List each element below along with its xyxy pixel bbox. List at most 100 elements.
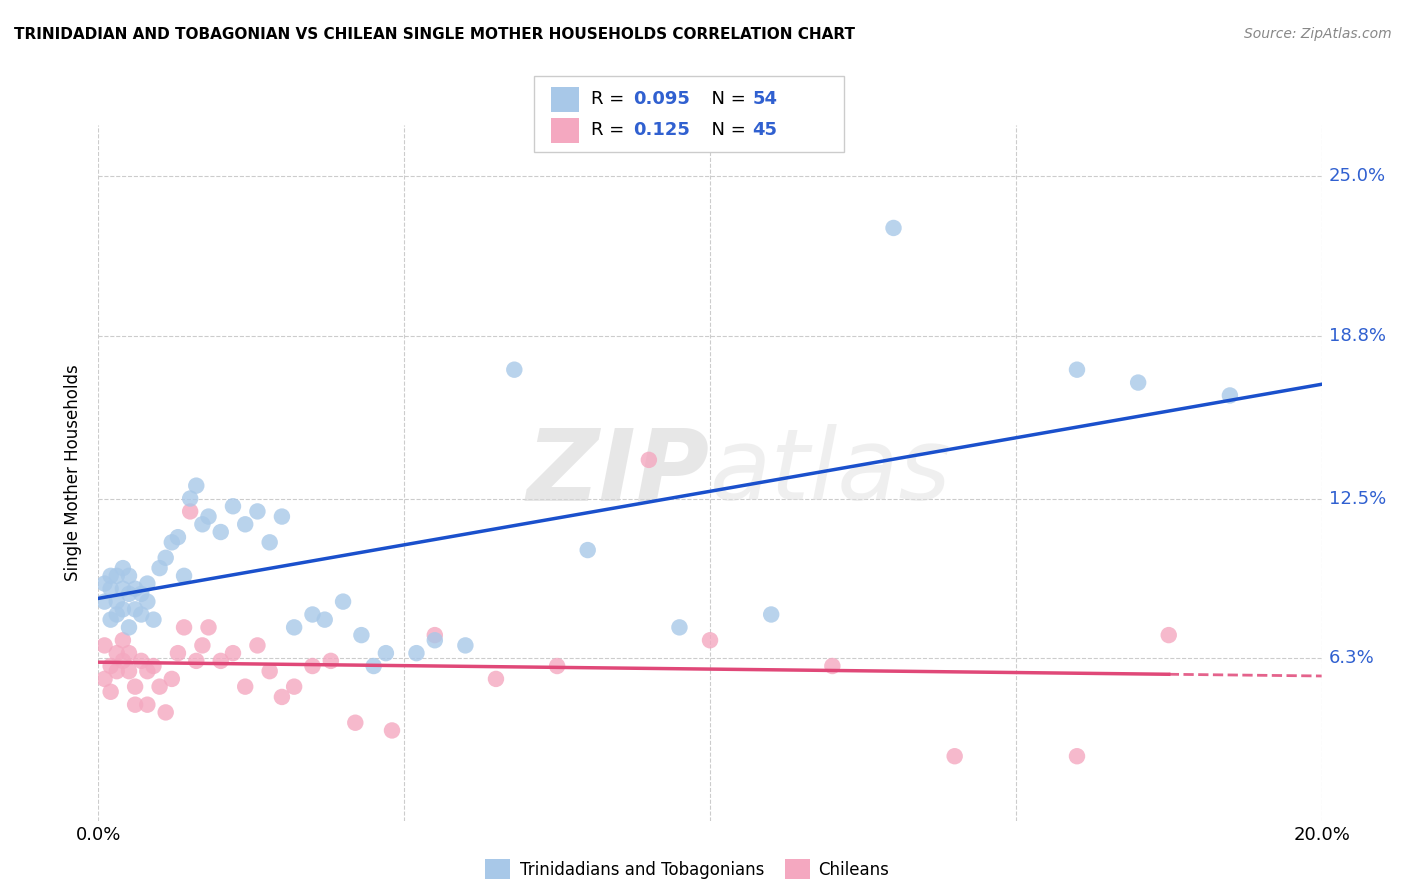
Point [93, 672, 115, 686]
Point [136, 698, 159, 712]
Point [179, 504, 201, 518]
Point [759, 607, 782, 622]
Point [503, 362, 526, 376]
Point [1157, 628, 1180, 642]
Point [1219, 388, 1241, 402]
Point [246, 639, 269, 653]
Text: R =: R = [591, 121, 636, 139]
Point [111, 582, 134, 596]
Point [136, 664, 159, 678]
Text: TRINIDADIAN AND TOBAGONIAN VS CHILEAN SINGLE MOTHER HOUSEHOLDS CORRELATION CHART: TRINIDADIAN AND TOBAGONIAN VS CHILEAN SI… [14, 27, 855, 42]
Point [344, 715, 367, 730]
Point [637, 453, 661, 467]
Point [1066, 749, 1088, 764]
Point [699, 633, 721, 648]
Point [883, 221, 905, 235]
Point [142, 659, 165, 673]
Point [129, 587, 152, 601]
Point [222, 646, 245, 660]
Point [301, 607, 323, 622]
Point [105, 569, 128, 583]
Point [111, 654, 134, 668]
Text: Trinidadians and Tobagonians: Trinidadians and Tobagonians [520, 861, 765, 879]
Point [191, 517, 214, 532]
Text: 0.125: 0.125 [633, 121, 689, 139]
Text: Source: ZipAtlas.com: Source: ZipAtlas.com [1244, 27, 1392, 41]
Point [546, 659, 568, 673]
Point [454, 639, 477, 653]
Point [405, 646, 427, 660]
Text: 6.3%: 6.3% [1329, 649, 1375, 667]
Point [270, 690, 292, 704]
Point [319, 654, 342, 668]
Point [124, 680, 146, 694]
Point [149, 680, 172, 694]
Point [124, 582, 146, 596]
Point [576, 543, 599, 558]
Point [118, 587, 141, 601]
Point [136, 576, 159, 591]
Point [209, 524, 232, 539]
Point [233, 680, 256, 694]
Text: 54: 54 [752, 90, 778, 108]
Text: 18.8%: 18.8% [1329, 327, 1386, 345]
Point [93, 576, 115, 591]
Text: N =: N = [700, 121, 752, 139]
Text: 12.5%: 12.5% [1329, 490, 1386, 508]
Point [105, 594, 128, 608]
Point [943, 749, 966, 764]
Point [186, 478, 208, 492]
Point [129, 654, 152, 668]
Point [350, 628, 373, 642]
Point [173, 620, 195, 634]
Text: Chileans: Chileans [818, 861, 889, 879]
Point [149, 561, 172, 575]
Point [1128, 376, 1150, 390]
Point [100, 659, 122, 673]
Point [186, 654, 208, 668]
Point [100, 613, 122, 627]
Point [124, 602, 146, 616]
Point [191, 639, 214, 653]
Point [105, 646, 128, 660]
Y-axis label: Single Mother Households: Single Mother Households [65, 365, 83, 581]
Point [167, 530, 190, 544]
Point [381, 723, 404, 738]
Point [363, 659, 385, 673]
Point [668, 620, 690, 634]
Point [179, 491, 201, 506]
Text: 0.095: 0.095 [633, 90, 689, 108]
Point [155, 706, 177, 720]
Point [124, 698, 146, 712]
Point [485, 672, 508, 686]
Text: atlas: atlas [710, 425, 952, 521]
Point [100, 685, 122, 699]
Point [100, 569, 122, 583]
Point [314, 613, 336, 627]
Point [246, 504, 269, 518]
Point [283, 680, 305, 694]
Point [100, 582, 122, 596]
Point [332, 594, 354, 608]
Point [118, 646, 141, 660]
Point [111, 633, 134, 648]
Point [160, 535, 183, 549]
Point [222, 500, 245, 514]
Point [270, 509, 292, 524]
Point [155, 550, 177, 565]
Point [301, 659, 323, 673]
Point [160, 672, 183, 686]
Point [129, 607, 152, 622]
Point [423, 633, 446, 648]
Point [821, 659, 844, 673]
Point [423, 628, 446, 642]
Point [197, 509, 219, 524]
Point [197, 620, 219, 634]
Point [105, 664, 128, 678]
Point [233, 517, 256, 532]
Point [118, 620, 141, 634]
Text: R =: R = [591, 90, 630, 108]
Point [173, 569, 195, 583]
Point [283, 620, 305, 634]
Point [118, 664, 141, 678]
